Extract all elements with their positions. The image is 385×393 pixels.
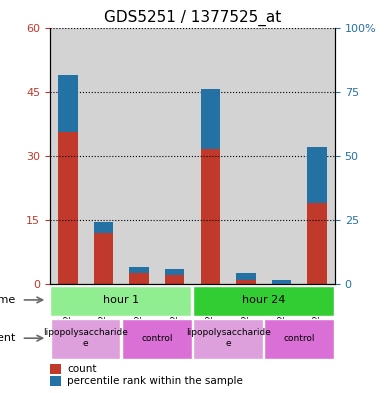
Bar: [272, 280, 291, 284]
Bar: [228, 28, 264, 284]
Bar: [193, 320, 263, 359]
Text: agent: agent: [0, 333, 16, 343]
Bar: [264, 28, 300, 284]
Bar: [192, 286, 333, 316]
Text: count: count: [67, 364, 97, 374]
Title: GDS5251 / 1377525_at: GDS5251 / 1377525_at: [104, 10, 281, 26]
Text: lipopolysaccharide
e: lipopolysaccharide e: [43, 329, 128, 348]
Text: hour 1: hour 1: [103, 295, 139, 305]
Bar: [236, 273, 256, 284]
Text: percentile rank within the sample: percentile rank within the sample: [67, 376, 243, 386]
Text: hour 24: hour 24: [242, 295, 285, 305]
Bar: [121, 28, 157, 284]
Bar: [192, 28, 228, 284]
Bar: [300, 28, 335, 284]
Text: control: control: [141, 334, 172, 343]
Text: lipopolysaccharide
e: lipopolysaccharide e: [186, 329, 271, 348]
Bar: [157, 28, 192, 284]
Bar: [50, 28, 85, 284]
Bar: [50, 320, 121, 359]
Bar: [129, 267, 149, 273]
Bar: [94, 222, 113, 233]
Bar: [50, 286, 191, 316]
Bar: [50, 376, 62, 386]
Bar: [129, 267, 149, 284]
Bar: [165, 269, 184, 284]
Bar: [165, 269, 184, 275]
Bar: [58, 75, 78, 284]
Bar: [50, 364, 62, 374]
Bar: [272, 280, 291, 284]
Bar: [264, 320, 334, 359]
Text: time: time: [0, 295, 16, 305]
Bar: [236, 273, 256, 280]
Bar: [201, 90, 220, 284]
Bar: [94, 222, 113, 284]
Bar: [307, 147, 327, 203]
Bar: [58, 75, 78, 132]
Bar: [201, 90, 220, 149]
Bar: [122, 320, 192, 359]
Bar: [85, 28, 121, 284]
Text: control: control: [284, 334, 315, 343]
Bar: [307, 147, 327, 284]
